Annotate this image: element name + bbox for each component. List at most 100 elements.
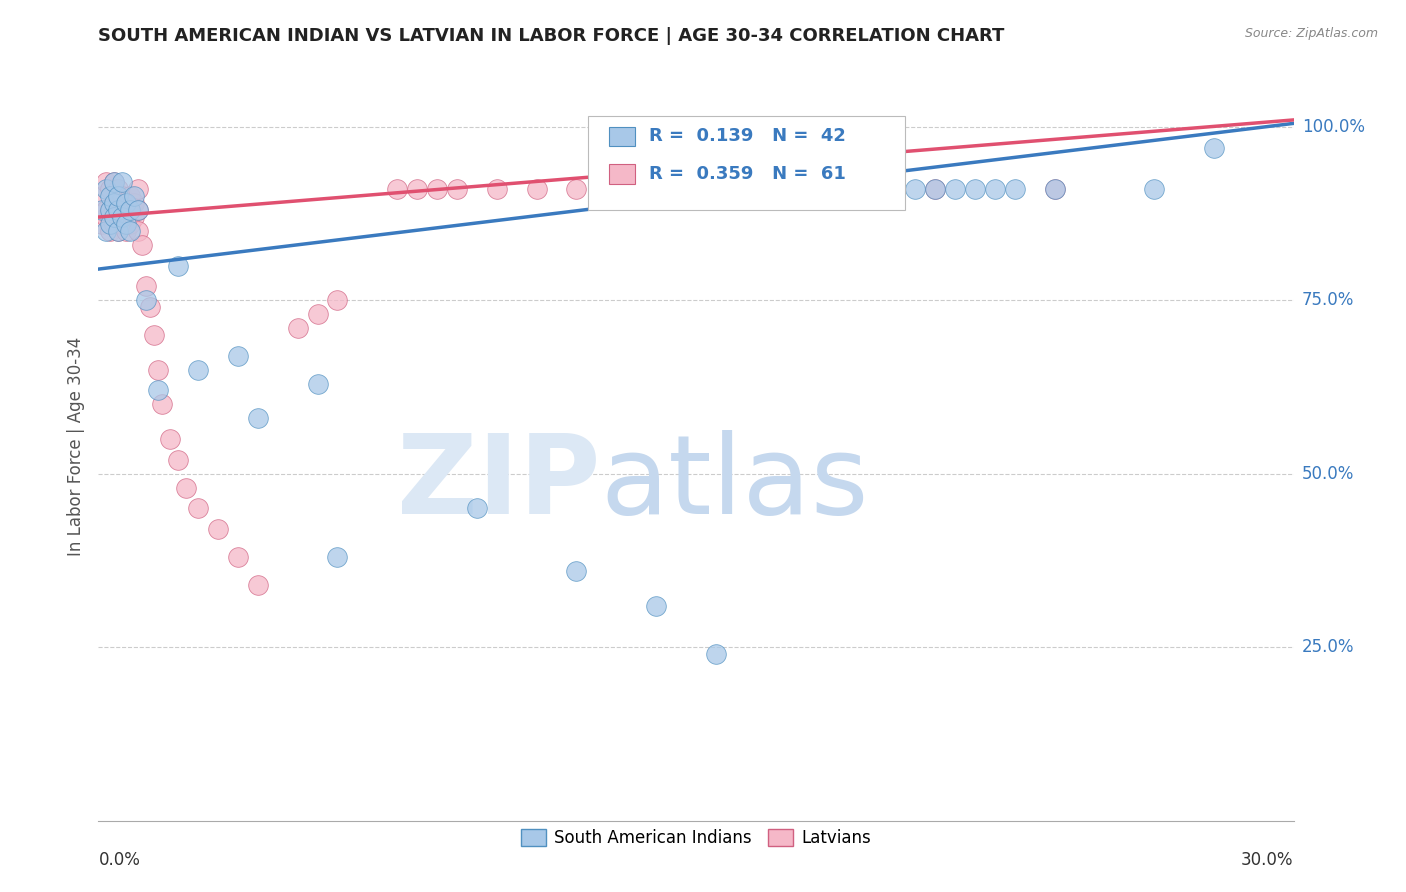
Point [111,189,134,203]
Point [107,210,129,224]
Point [103,175,125,189]
Text: 50.0%: 50.0% [1302,465,1354,483]
Point [1004,182,1026,196]
Point [135,293,157,308]
FancyBboxPatch shape [609,164,636,184]
Point [526,182,548,196]
Point [91,189,114,203]
Point [924,182,946,196]
FancyBboxPatch shape [609,127,636,146]
Point [115,210,138,224]
Text: 100.0%: 100.0% [1302,118,1365,136]
Point [159,432,181,446]
Point [307,376,329,391]
Point [187,501,209,516]
Point [167,453,190,467]
Point [98,224,122,238]
Point [148,362,170,376]
Legend: South American Indians, Latvians: South American Indians, Latvians [515,822,877,854]
Point [96,175,118,189]
Point [884,182,907,196]
Point [924,182,946,196]
Point [91,217,114,231]
Point [124,189,146,203]
Point [1043,182,1066,196]
Point [115,217,138,231]
Text: Source: ZipAtlas.com: Source: ZipAtlas.com [1244,27,1378,40]
Point [96,224,118,238]
Text: atlas: atlas [600,430,869,537]
Point [167,259,190,273]
Text: SOUTH AMERICAN INDIAN VS LATVIAN IN LABOR FORCE | AGE 30-34 CORRELATION CHART: SOUTH AMERICAN INDIAN VS LATVIAN IN LABO… [98,27,1005,45]
Point [124,196,146,211]
Text: 25.0%: 25.0% [1302,638,1354,657]
Point [91,203,114,218]
Point [111,175,134,189]
Point [1143,182,1166,196]
Point [465,501,488,516]
Point [120,217,142,231]
Text: 0.0%: 0.0% [98,851,141,869]
Point [645,599,668,613]
Point [904,182,927,196]
Point [103,175,125,189]
Point [98,189,122,203]
Point [565,182,588,196]
Point [127,203,149,218]
Point [103,210,125,224]
Point [139,300,162,314]
Point [287,321,309,335]
Point [98,182,122,196]
Point [704,647,727,661]
Point [127,203,149,218]
Point [111,203,134,218]
Point [120,224,142,238]
Point [135,279,157,293]
Point [96,182,118,196]
Point [143,328,166,343]
Point [226,349,249,363]
Text: R =  0.359   N =  61: R = 0.359 N = 61 [650,165,846,183]
Point [187,362,209,376]
Point [565,564,588,578]
Point [96,210,118,224]
Point [605,182,627,196]
Point [174,481,197,495]
Point [426,182,449,196]
Point [963,182,986,196]
Point [115,196,138,211]
Point [307,307,329,321]
Point [98,203,122,218]
Point [207,522,229,536]
Point [724,182,747,196]
Point [120,203,142,218]
Point [120,203,142,218]
Point [127,224,149,238]
Point [246,578,269,592]
Point [148,384,170,398]
Point [984,182,1007,196]
Point [107,203,129,218]
Point [111,217,134,231]
Point [103,196,125,211]
Point [107,182,129,196]
Point [326,293,349,308]
Point [446,182,468,196]
Y-axis label: In Labor Force | Age 30-34: In Labor Force | Age 30-34 [66,336,84,556]
Point [103,196,125,211]
Point [107,224,129,238]
Point [645,182,668,196]
Text: ZIP: ZIP [396,430,600,537]
Point [884,182,907,196]
Point [103,203,125,218]
Point [96,203,118,218]
Point [326,549,349,564]
Text: R =  0.139   N =  42: R = 0.139 N = 42 [650,128,846,145]
Point [107,224,129,238]
Point [127,182,149,196]
Point [943,182,966,196]
Point [111,210,134,224]
Point [844,182,866,196]
Text: 75.0%: 75.0% [1302,292,1354,310]
Point [131,237,153,252]
